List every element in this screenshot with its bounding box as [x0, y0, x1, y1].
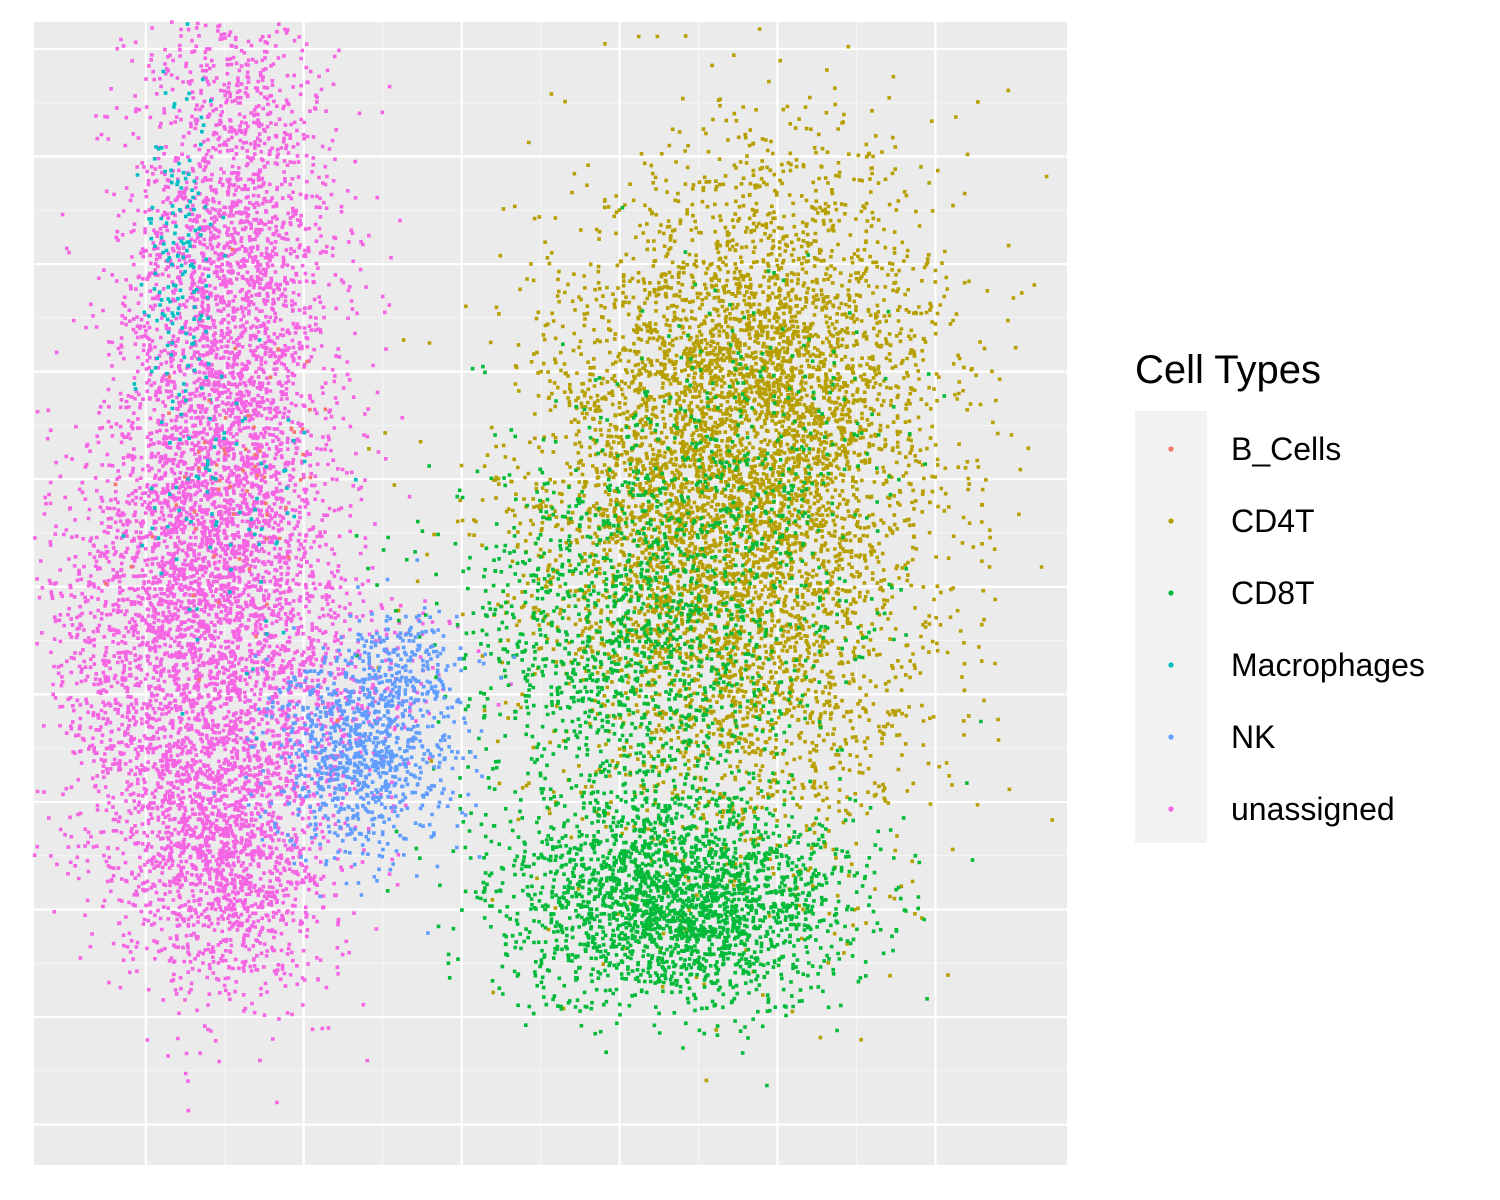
data-points — [32, 20, 1055, 1113]
legend-key-cd4t — [1168, 518, 1174, 524]
points-unassigned — [32, 20, 513, 1113]
legend-key-macrophages — [1168, 662, 1174, 668]
legend-entries: B_Cells CD4T CD8T Macrophages NK unassigned — [1168, 431, 1425, 827]
points-nk — [212, 558, 516, 935]
legend-label-b-cells: B_Cells — [1231, 431, 1341, 467]
plot-panel — [32, 20, 1067, 1165]
legend-key-b-cells — [1168, 446, 1174, 452]
legend-key-cd8t — [1168, 590, 1174, 596]
legend-label-macrophages: Macrophages — [1231, 647, 1425, 683]
legend-label-cd8t: CD8T — [1231, 575, 1315, 611]
legend-key-background — [1135, 411, 1207, 843]
legend-key-nk — [1168, 734, 1174, 740]
legend-title: Cell Types — [1135, 348, 1321, 392]
legend-label-nk: NK — [1231, 719, 1275, 755]
legend-label-cd4t: CD4T — [1231, 503, 1315, 539]
legend-label-unassigned: unassigned — [1231, 791, 1395, 827]
legend: Cell Types B_Cells CD4T CD8T Macrophages NK u… — [1135, 348, 1425, 843]
points-cd8t — [354, 205, 983, 1088]
legend-key-unassigned — [1168, 806, 1174, 812]
